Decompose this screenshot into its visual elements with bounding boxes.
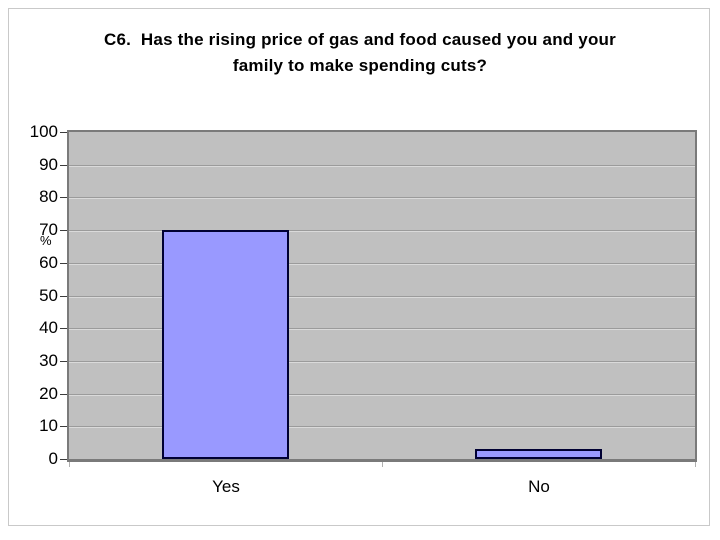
y-tick-mark-0 — [60, 459, 67, 460]
gridline-60 — [69, 263, 695, 264]
y-tick-mark-90 — [60, 165, 67, 166]
y-axis-title: % — [40, 233, 52, 248]
y-tick-mark-60 — [60, 263, 67, 264]
y-tick-label-60: 60 — [39, 253, 58, 272]
y-tick-label-70: 70 — [39, 220, 58, 239]
gridline-30 — [69, 361, 695, 362]
plot-area — [67, 130, 697, 462]
y-tick-mark-20 — [60, 394, 67, 395]
y-tick-label-0: 0 — [48, 449, 58, 468]
gridline-20 — [69, 394, 695, 395]
y-tick-mark-80 — [60, 197, 67, 198]
y-tick-mark-10 — [60, 426, 67, 427]
y-tick-label-10: 10 — [39, 416, 58, 435]
y-tick-mark-100 — [60, 132, 67, 133]
y-tick-mark-70 — [60, 230, 67, 231]
y-tick-mark-30 — [60, 361, 67, 362]
x-tick-mark-2 — [695, 462, 696, 467]
x-tick-mark-1 — [382, 462, 383, 467]
x-category-label-yes: Yes — [212, 477, 240, 496]
y-tick-label-90: 90 — [39, 155, 58, 174]
chart-outer-border — [8, 8, 710, 526]
chart-title-line-2: family to make spending cuts? — [232, 56, 488, 75]
bar-no — [475, 449, 602, 459]
y-tick-mark-50 — [60, 296, 67, 297]
y-tick-label-30: 30 — [39, 351, 58, 370]
gridline-70 — [69, 230, 695, 231]
gridline-50 — [69, 296, 695, 297]
gridline-40 — [69, 328, 695, 329]
x-tick-mark-0 — [69, 462, 70, 467]
y-tick-mark-40 — [60, 328, 67, 329]
gridline-90 — [69, 165, 695, 166]
chart-title: C6. Has the rising price of gas and food… — [0, 27, 720, 79]
gridline-80 — [69, 197, 695, 198]
y-tick-label-50: 50 — [39, 286, 58, 305]
y-tick-label-80: 80 — [39, 187, 58, 206]
y-tick-label-100: 100 — [29, 122, 58, 141]
bar-yes — [162, 230, 289, 459]
x-category-label-no: No — [528, 477, 550, 496]
gridline-10 — [69, 426, 695, 427]
chart-title-line-1: C6. Has the rising price of gas and food… — [104, 30, 616, 49]
y-tick-label-40: 40 — [39, 318, 58, 337]
y-tick-label-20: 20 — [39, 384, 58, 403]
